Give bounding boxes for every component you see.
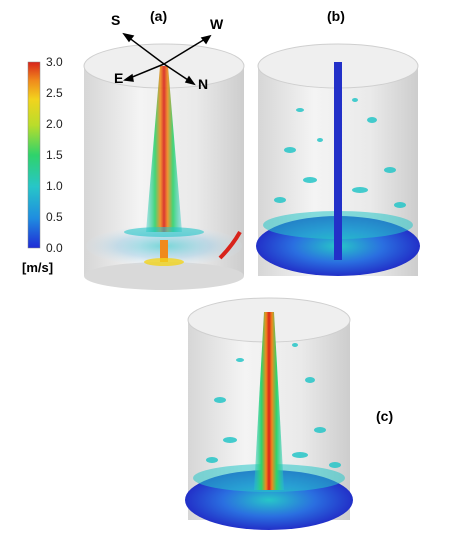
- colorbar-tick: 2.0: [46, 117, 63, 131]
- compass-north-label: N: [198, 76, 209, 92]
- colorbar-gradient: [27, 61, 41, 249]
- panel-a-cylinder: [83, 43, 245, 290]
- compass-west-label: W: [210, 16, 224, 32]
- panel-label-a: (a): [150, 8, 168, 24]
- colorbar-tick: 3.0: [46, 55, 63, 69]
- compass-south-label: S: [111, 12, 121, 28]
- panel-b-cylinder: [256, 43, 420, 276]
- colorbar-unit: [m/s]: [22, 260, 54, 275]
- compass-east-label: E: [114, 70, 124, 86]
- panel-label-c: (c): [376, 408, 394, 424]
- colorbar-tick: 1.0: [46, 179, 63, 193]
- colorbar-tick: 2.5: [46, 86, 63, 100]
- panel-label-b: (b): [327, 8, 345, 24]
- colorbar-tick: 0.5: [46, 210, 63, 224]
- panel-c-cylinder: [185, 297, 353, 530]
- compass-arrows: [122, 32, 212, 86]
- colorbar-tick: 1.5: [46, 148, 63, 162]
- colorbar-tick: 0.0: [46, 241, 63, 255]
